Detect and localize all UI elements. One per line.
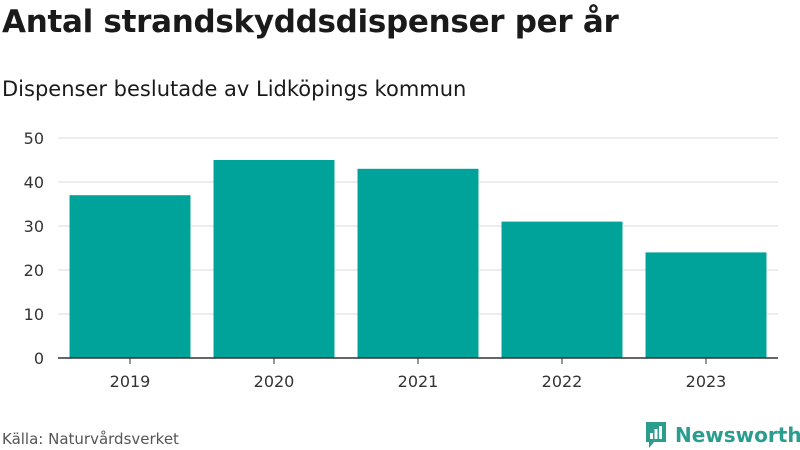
x-tick-label: 2023 [686,372,727,391]
bar-2023 [645,252,767,358]
y-tick-label: 50 [24,129,44,148]
y-tick-label: 40 [24,173,44,192]
y-tick-label: 0 [34,349,44,368]
brand-logo: Newsworthy [644,420,800,450]
x-tick-label: 2020 [254,372,295,391]
y-tick-label: 30 [24,217,44,236]
chart-subtitle: Dispenser beslutade av Lidköpings kommun [2,77,467,101]
bar-2020 [213,160,335,358]
newsworthy-bar-chart-icon [646,422,666,448]
y-tick-label: 20 [24,261,44,280]
bar-2022 [501,221,623,358]
x-tick-label: 2019 [110,372,151,391]
x-tick-label: 2021 [398,372,439,391]
x-tick-label: 2022 [542,372,583,391]
bar-2019 [69,195,191,358]
bar-2021 [357,168,479,358]
bars [69,160,767,358]
y-tick-label: 10 [24,305,44,324]
source-note: Källa: Naturvårdsverket [2,430,179,448]
chart-title: Antal strandskyddsdispenser per år [2,4,619,40]
bar-chart: 0 10 20 30 40 50 2019 2020 2021 2022 2023 [24,129,778,391]
axes: 0 10 20 30 40 50 2019 2020 2021 2022 2023 [24,129,778,391]
brand-name: Newsworthy [675,423,800,447]
